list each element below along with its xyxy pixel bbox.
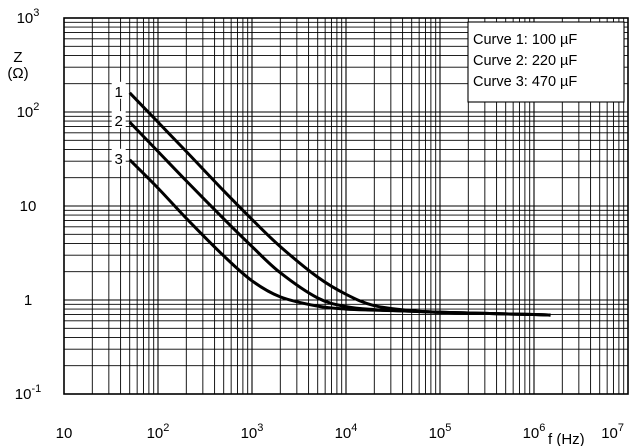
series-3-label: 3 <box>115 151 123 168</box>
grid <box>64 18 628 394</box>
x-tick-label: 106 <box>523 422 546 442</box>
plot-frame <box>63 17 629 395</box>
y-axis-label: Z <box>13 49 22 66</box>
legend-entry-2: Curve 2: 220 µF <box>473 53 577 69</box>
series-2-label-bg <box>111 111 126 129</box>
series-2-line <box>128 121 551 317</box>
x-tick-label: 105 <box>429 422 452 442</box>
legend-entry-3: Curve 3: 470 µF <box>473 74 577 90</box>
x-tick-label: 103 <box>241 422 264 442</box>
x-tick-label: 107 <box>601 422 624 442</box>
series-1-label: 1 <box>115 84 123 101</box>
x-tick-label: 10 <box>56 425 73 442</box>
legend-entry-1: Curve 1: 100 µF <box>473 32 577 48</box>
y-tick-label: 10-1 <box>15 383 41 403</box>
legend: Curve 1: 100 µF Curve 2: 220 µF Curve 3: 4… <box>467 21 625 103</box>
x-tick-label: 102 <box>147 422 170 442</box>
series-group: 1 2 3 <box>111 81 551 317</box>
series-1-label-bg <box>111 81 126 99</box>
x-tick-label: 104 <box>335 422 358 442</box>
y-tick-label: 1 <box>24 292 32 309</box>
y-tick-label: 10 <box>20 198 37 215</box>
axis-labels: Z(Ω) f (Hz) <box>7 49 584 446</box>
series-2-label: 2 <box>115 113 123 130</box>
y-tick-label: 102 <box>17 101 40 121</box>
series-3-label-bg <box>111 148 126 166</box>
x-axis-label: f (Hz) <box>548 431 585 446</box>
series-3-line <box>128 158 551 317</box>
y-tick-label: 103 <box>17 7 40 27</box>
legend-box <box>467 21 625 103</box>
y-axis-unit: (Ω) <box>7 65 28 82</box>
